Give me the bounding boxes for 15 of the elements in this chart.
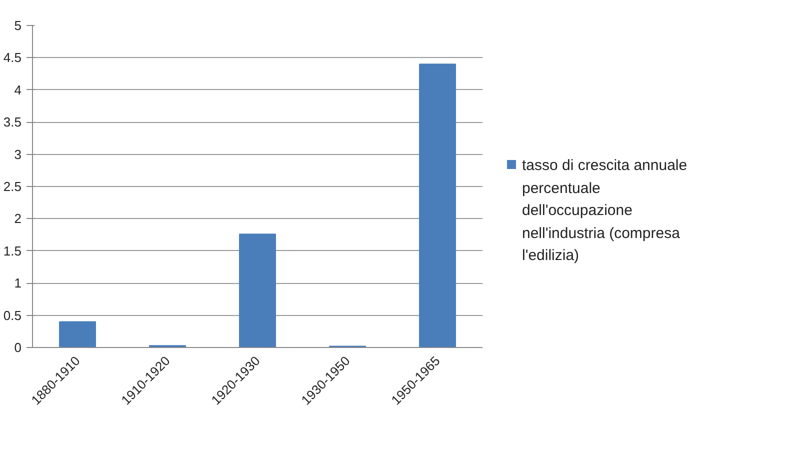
y-tick-label: 4 — [14, 82, 22, 98]
y-tick-label: 0 — [14, 340, 22, 355]
y-tick-label: 3.5 — [3, 114, 22, 130]
y-tick-label: 2.5 — [3, 179, 22, 194]
bar — [239, 234, 276, 348]
y-tick-label: 3 — [14, 146, 22, 162]
y-tick-label: 4.5 — [3, 50, 22, 66]
bar — [59, 321, 96, 348]
bar — [419, 64, 456, 348]
y-tick-label: 2 — [14, 211, 22, 226]
y-tick-label: 1 — [14, 276, 22, 291]
y-tick-label: 5 — [14, 18, 22, 33]
y-tick-label: 0.5 — [3, 308, 22, 323]
legend-label: tasso di crescita annuale percentuale dell'occupazione nell'industria (compresa l'edilizia) — [522, 156, 688, 266]
y-tick-label: 1.5 — [3, 243, 22, 258]
